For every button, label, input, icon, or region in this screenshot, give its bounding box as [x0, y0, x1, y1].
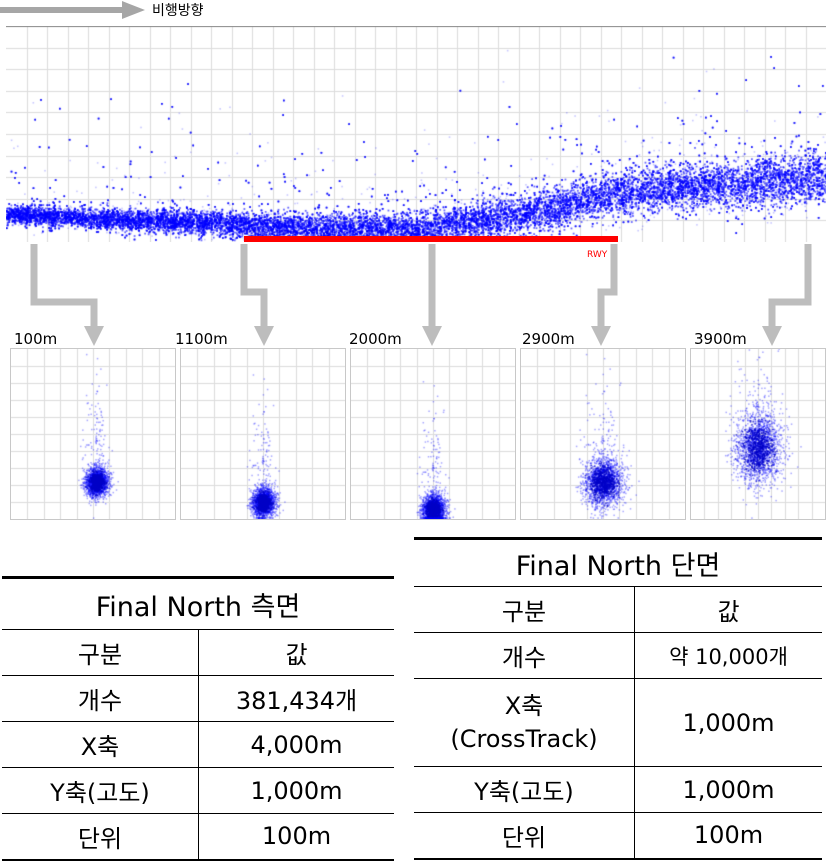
cross-section-plot-3900m	[690, 348, 826, 520]
side-row-xaxis-value: 4,000m	[198, 721, 394, 768]
cross-row-xaxis-label-line2: (CrossTrack)	[450, 724, 598, 753]
runway-bar	[244, 236, 618, 242]
cross-row-xaxis-label-line1: X축	[504, 692, 544, 721]
section-label-100m: 100m	[14, 330, 58, 348]
runway-label: RWY	[587, 250, 608, 260]
arrowhead-2900m	[591, 326, 611, 346]
side-profile-plot	[6, 26, 826, 242]
section-label-1100m: 1100m	[175, 330, 228, 348]
section-label-2000m: 2000m	[349, 330, 402, 348]
cross-row-unit-value: 100m	[634, 812, 822, 859]
connector-100m	[30, 244, 98, 330]
section-connectors	[30, 244, 812, 346]
side-row-xaxis-label: X축	[2, 721, 199, 768]
direction-arrow	[0, 1, 145, 19]
side-profile-scatter	[6, 26, 826, 242]
cross-table-title: Final North 단면	[515, 550, 721, 582]
cross-row-yaxis-label: Y축(고도)	[414, 766, 635, 813]
cross-row-xaxis-value: 1,000m	[634, 678, 822, 767]
section-label-2900m: 2900m	[522, 330, 575, 348]
side-row-yaxis-value: 1,000m	[198, 767, 394, 814]
cross-section-plot-2000m	[350, 348, 516, 520]
side-profile-table: Final North 측면 구분 값 개수 381,434개 X축 4,000…	[2, 576, 394, 861]
side-header-category: 구분	[2, 629, 199, 676]
section-label-3900m: 3900m	[694, 330, 747, 348]
cross-row-yaxis-value: 1,000m	[634, 766, 822, 813]
direction-arrow-shaft	[0, 7, 124, 13]
cross-header-category: 구분	[414, 586, 635, 633]
cross-section-scatter-3900m	[691, 349, 825, 519]
side-row-yaxis-label: Y축(고도)	[2, 767, 199, 814]
cross-section-scatter-100m	[11, 349, 175, 519]
arrowhead-2000m	[422, 326, 442, 346]
arrowhead-100m	[84, 326, 104, 346]
cross-row-xaxis-label: X축 (CrossTrack)	[414, 678, 635, 767]
arrowhead-1100m	[254, 326, 274, 346]
cross-section-plot-100m	[10, 348, 176, 520]
cross-section-scatter-2000m	[351, 349, 515, 519]
side-row-count-label: 개수	[2, 675, 199, 722]
cross-header-value: 값	[634, 586, 822, 633]
cross-section-scatter-1100m	[181, 349, 345, 519]
side-table-title: Final North 측면	[95, 591, 301, 623]
cross-row-unit-label: 단위	[414, 812, 635, 859]
cross-section-scatter-2900m	[521, 349, 685, 519]
cross-section-plot-1100m	[180, 348, 346, 520]
cross-row-count-label: 개수	[414, 632, 635, 679]
cross-row-count-value: 약 10,000개	[634, 632, 822, 679]
connector-2900m	[597, 244, 618, 330]
flight-direction-label: 비행방향	[152, 3, 204, 19]
connector-3900m	[768, 244, 812, 330]
connector-1100m	[240, 244, 268, 330]
cross-section-plot-2900m	[520, 348, 686, 520]
direction-arrow-head	[122, 1, 145, 19]
side-row-unit-value: 100m	[198, 813, 394, 860]
side-header-value: 값	[198, 629, 394, 676]
arrowhead-3900m	[762, 326, 782, 346]
side-row-unit-label: 단위	[2, 813, 199, 860]
side-row-count-value: 381,434개	[198, 675, 394, 722]
cross-section-table: Final North 단면 구분 값 개수 약 10,000개 X축 (Cro…	[414, 537, 822, 860]
